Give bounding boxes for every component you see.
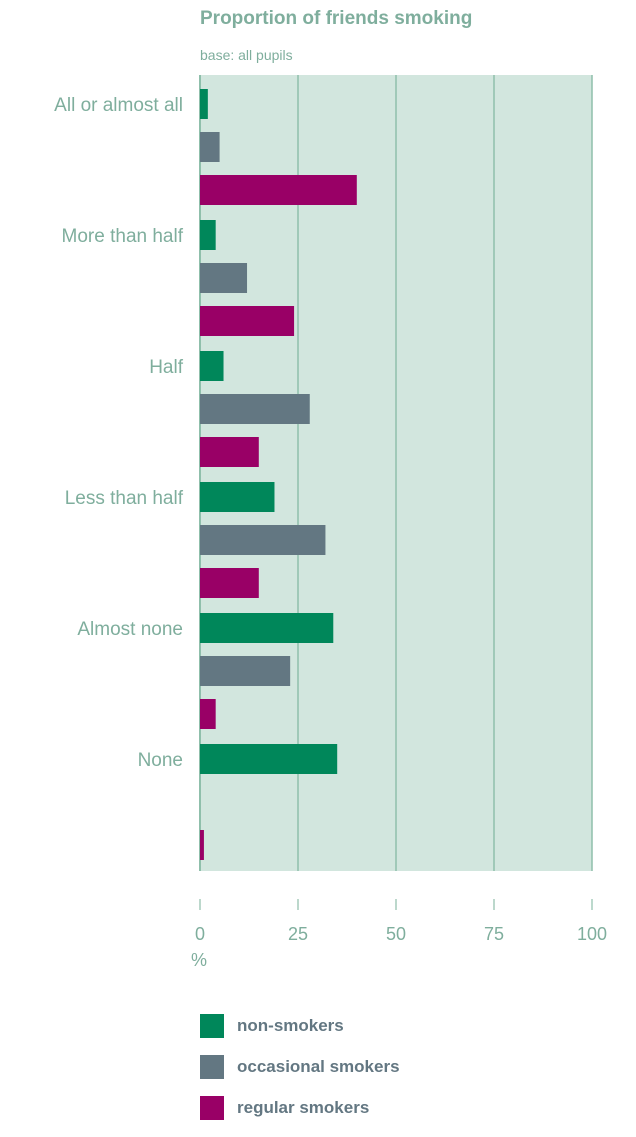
bar-regular-smokers bbox=[200, 568, 259, 598]
legend-swatch-non-smokers bbox=[200, 1014, 224, 1038]
category-label: Less than half bbox=[65, 488, 184, 509]
bar-occasional-smokers bbox=[200, 525, 326, 555]
legend-label-non-smokers: non-smokers bbox=[237, 1016, 344, 1035]
category-label: None bbox=[138, 750, 183, 771]
legend-swatch-occasional-smokers bbox=[200, 1055, 224, 1079]
bar-occasional-smokers bbox=[200, 263, 248, 293]
bar-non-smokers bbox=[200, 220, 216, 250]
bar-non-smokers bbox=[200, 744, 338, 774]
bar-non-smokers bbox=[200, 351, 224, 381]
legend-label-occasional-smokers: occasional smokers bbox=[237, 1057, 400, 1076]
category-label: More than half bbox=[62, 226, 184, 247]
legend-swatch-regular-smokers bbox=[200, 1096, 224, 1120]
x-tick-label: 75 bbox=[484, 924, 504, 944]
bar-regular-smokers bbox=[200, 699, 216, 729]
bar-regular-smokers bbox=[200, 437, 259, 467]
bar-non-smokers bbox=[200, 482, 275, 512]
bar-non-smokers bbox=[200, 613, 334, 643]
bar-occasional-smokers bbox=[200, 132, 220, 162]
x-tick-label: 50 bbox=[386, 924, 406, 944]
legend-label-regular-smokers: regular smokers bbox=[237, 1098, 370, 1117]
category-label: Half bbox=[149, 357, 184, 378]
bar-occasional-smokers bbox=[200, 394, 310, 424]
bar-occasional-smokers bbox=[200, 656, 291, 686]
bar-regular-smokers bbox=[200, 306, 295, 336]
plot-area: 0 25 50 75 100 All or almost all More than hal… bbox=[54, 75, 607, 944]
category-label: Almost none bbox=[77, 619, 183, 640]
x-axis-unit-label: % bbox=[191, 950, 208, 970]
chart-title: Proportion of friends smoking bbox=[200, 8, 473, 29]
x-tick-label: 0 bbox=[195, 924, 205, 944]
bar-regular-smokers bbox=[200, 830, 204, 860]
bar-non-smokers bbox=[200, 89, 208, 119]
x-tick-label: 25 bbox=[288, 924, 308, 944]
category-label: All or almost all bbox=[54, 95, 183, 116]
chart-subtitle: base: all pupils bbox=[200, 47, 293, 63]
x-tick-label: 100 bbox=[577, 924, 607, 944]
bar-regular-smokers bbox=[200, 175, 357, 205]
